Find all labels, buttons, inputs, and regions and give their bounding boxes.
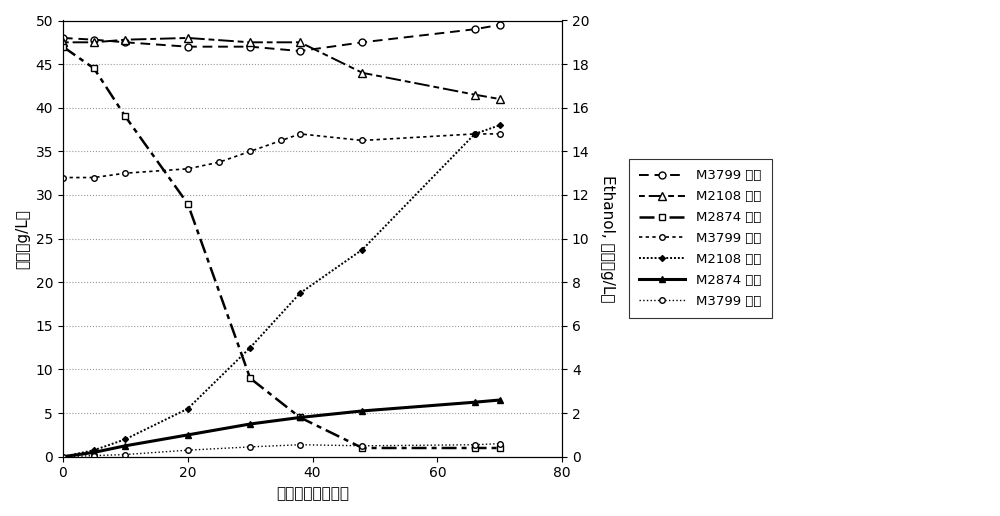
M2108 木糖 [494, 96, 506, 102]
M2874 乙醇 [57, 454, 69, 460]
M3799 乙酸 [182, 447, 194, 453]
M3799 乙酸 [469, 442, 481, 448]
M2108 乙醇 [57, 454, 69, 460]
M2108 木糖 [119, 37, 131, 43]
M2108 乙醇 [88, 447, 100, 453]
M2874 乙醇 [182, 432, 194, 438]
M3799 乙醇 [182, 166, 194, 172]
M2874 乙醇 [88, 449, 100, 456]
M3799 木糖 [244, 43, 256, 50]
M3799 乙醇 [213, 159, 225, 165]
M2108 乙醇 [294, 290, 306, 296]
M3799 乙醇 [356, 137, 368, 143]
M3799 木糖 [294, 48, 306, 54]
Line: M3799 乙醇: M3799 乙醇 [60, 131, 503, 180]
Line: M3799 乙酸: M3799 乙酸 [60, 441, 503, 460]
M2874 木糖 [182, 201, 194, 207]
M3799 乙酸 [88, 453, 100, 459]
Line: M2874 乙醇: M2874 乙醇 [59, 396, 503, 460]
M2874 乙醇 [469, 399, 481, 405]
Legend: M3799 木糖, M2108 木糖, M2874 木糖, M3799 乙醇, M2108 乙醇, M2874 乙醇, M3799 乙酸: M3799 木糖, M2108 木糖, M2874 木糖, M3799 乙醇, … [629, 159, 772, 318]
M2874 木糖 [119, 114, 131, 120]
M3799 乙醇 [275, 137, 287, 143]
M2874 乙醇 [244, 421, 256, 427]
M3799 乙醇 [494, 131, 506, 137]
M2108 乙醇 [119, 436, 131, 442]
M3799 乙酸 [356, 443, 368, 449]
Line: M3799 木糖: M3799 木糖 [59, 21, 503, 55]
Y-axis label: Ethanol, 醋酸（g/L）: Ethanol, 醋酸（g/L） [600, 175, 615, 302]
M2108 乙醇 [494, 122, 506, 128]
M2874 木糖 [294, 414, 306, 421]
M3799 木糖 [182, 43, 194, 50]
M3799 木糖 [356, 39, 368, 45]
M3799 乙酸 [57, 454, 69, 460]
M2108 木糖 [182, 35, 194, 41]
M3799 木糖 [57, 35, 69, 41]
M3799 乙醇 [244, 148, 256, 154]
M2874 木糖 [469, 445, 481, 451]
M2874 乙醇 [494, 397, 506, 403]
M3799 乙醇 [57, 174, 69, 181]
M2108 乙醇 [356, 247, 368, 253]
M3799 乙醇 [88, 174, 100, 181]
M2874 木糖 [244, 375, 256, 381]
M3799 木糖 [88, 37, 100, 43]
M2874 木糖 [57, 43, 69, 50]
M2874 木糖 [494, 445, 506, 451]
M3799 乙醇 [119, 170, 131, 176]
M3799 木糖 [119, 39, 131, 45]
M3799 乙酸 [294, 442, 306, 448]
M2108 乙醇 [244, 345, 256, 351]
M2874 乙醇 [356, 408, 368, 414]
Y-axis label: 木糖（g/L）: 木糖（g/L） [15, 208, 30, 268]
M3799 乙酸 [494, 441, 506, 447]
M3799 木糖 [469, 26, 481, 33]
M2108 木糖 [469, 91, 481, 98]
M2874 乙醇 [294, 414, 306, 421]
M3799 乙酸 [119, 452, 131, 458]
X-axis label: 发酵时间（小时）: 发酵时间（小时） [276, 486, 349, 501]
M3799 乙醇 [469, 131, 481, 137]
M3799 木糖 [494, 22, 506, 28]
Line: M2108 木糖: M2108 木糖 [59, 34, 504, 103]
M2108 乙醇 [469, 131, 481, 137]
M2108 木糖 [356, 70, 368, 76]
M2108 木糖 [294, 39, 306, 45]
M2874 木糖 [88, 66, 100, 72]
M2108 乙醇 [182, 406, 194, 412]
M2108 木糖 [57, 39, 69, 45]
M2874 乙醇 [119, 443, 131, 449]
Line: M2108 乙醇: M2108 乙醇 [61, 123, 502, 459]
M3799 乙醇 [294, 131, 306, 137]
Line: M2874 木糖: M2874 木糖 [60, 44, 503, 451]
M2874 木糖 [356, 445, 368, 451]
M2108 木糖 [88, 39, 100, 45]
M3799 乙酸 [244, 444, 256, 450]
M2108 木糖 [244, 39, 256, 45]
